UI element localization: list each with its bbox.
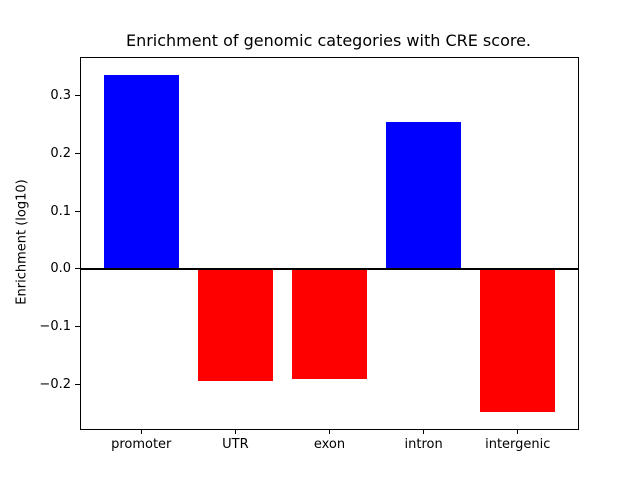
y-tick-label: −0.2 [39,377,71,392]
y-tick [75,326,80,328]
zero-line [80,267,579,270]
x-tick [517,429,519,434]
x-tick [423,429,425,434]
y-tick-label: 0.0 [50,261,71,277]
y-tick [75,268,80,270]
x-tick-label-UTR: UTR [222,437,249,452]
x-tick [140,429,142,434]
x-tick [234,429,236,434]
x-tick-label-exon: exon [313,437,346,452]
chart-title: Enrichment of genomic categories with CR… [125,31,532,50]
x-tick-label-intron: intron [404,437,443,452]
y-tick [75,384,80,385]
bar-promoter [103,75,179,269]
y-tick-label: 0.2 [50,145,71,161]
bar-intergenic [480,268,556,413]
plot-area: 0.3 0.2 0.1 0.0 −0.1 −0.2 promoter UTR exon intro… [39,57,579,452]
bar-UTR [197,268,274,382]
x-tick-label-promoter: promoter [111,437,172,452]
bar-exon [291,268,368,380]
y-tick-label: 0.1 [50,203,71,219]
y-axis-label: Enrichment (log10) [14,179,30,305]
y-tick [75,152,80,154]
y-tick [75,210,80,212]
y-tick-label: −0.1 [39,319,71,335]
bar-intron [385,121,462,269]
y-tick-label: 0.3 [50,88,71,104]
x-tick-label-intergenic: intergenic [485,437,551,452]
y-tick [75,95,80,97]
x-tick [329,429,330,434]
